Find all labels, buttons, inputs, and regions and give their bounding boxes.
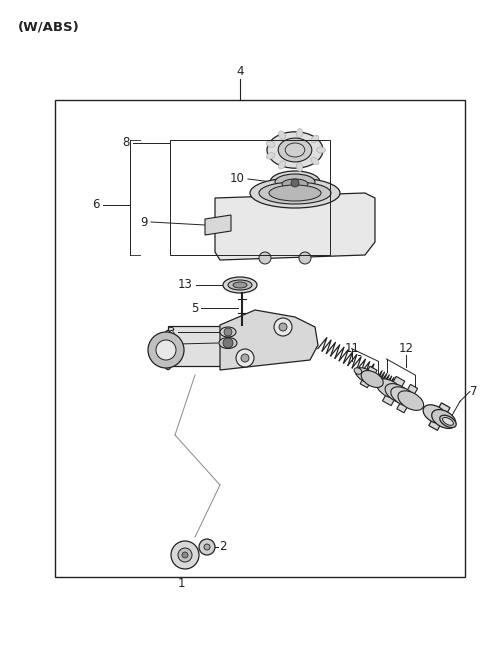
Ellipse shape	[385, 384, 411, 403]
Circle shape	[224, 328, 232, 336]
Circle shape	[241, 354, 249, 362]
Text: 6: 6	[93, 198, 100, 212]
Circle shape	[259, 252, 271, 264]
Ellipse shape	[316, 147, 325, 153]
Text: 11: 11	[345, 342, 360, 354]
Text: 10: 10	[230, 172, 245, 185]
Ellipse shape	[278, 138, 312, 162]
Text: 8: 8	[122, 136, 130, 149]
Ellipse shape	[443, 417, 454, 425]
Ellipse shape	[311, 135, 319, 143]
Text: 2: 2	[219, 540, 227, 553]
Circle shape	[279, 323, 287, 331]
Ellipse shape	[432, 409, 456, 428]
Circle shape	[291, 179, 299, 187]
Circle shape	[223, 338, 233, 348]
Text: 4: 4	[236, 65, 244, 78]
Polygon shape	[397, 384, 418, 413]
Text: 1: 1	[177, 577, 185, 590]
Text: 5: 5	[191, 301, 198, 314]
Circle shape	[171, 541, 199, 569]
Text: 9: 9	[141, 215, 148, 229]
Ellipse shape	[440, 415, 456, 428]
Ellipse shape	[228, 280, 252, 290]
Bar	[55, 100, 465, 577]
Text: 3: 3	[168, 326, 175, 339]
Text: 7: 7	[470, 385, 478, 398]
Circle shape	[199, 539, 215, 555]
Ellipse shape	[278, 131, 286, 140]
Ellipse shape	[233, 282, 247, 288]
Bar	[170, 140, 330, 255]
Ellipse shape	[398, 391, 424, 411]
Polygon shape	[395, 388, 407, 402]
Text: 3: 3	[168, 337, 175, 350]
Ellipse shape	[356, 368, 374, 382]
Ellipse shape	[376, 379, 402, 398]
Ellipse shape	[285, 143, 305, 157]
Polygon shape	[215, 193, 375, 260]
Ellipse shape	[297, 128, 302, 138]
Ellipse shape	[269, 185, 321, 201]
Ellipse shape	[311, 157, 319, 165]
Circle shape	[156, 340, 176, 360]
Ellipse shape	[266, 141, 275, 147]
Circle shape	[236, 349, 254, 367]
Ellipse shape	[361, 371, 383, 388]
Circle shape	[274, 318, 292, 336]
Ellipse shape	[391, 387, 417, 406]
Polygon shape	[383, 377, 405, 405]
Circle shape	[299, 252, 311, 264]
Ellipse shape	[266, 153, 275, 159]
Ellipse shape	[267, 132, 323, 168]
Ellipse shape	[220, 327, 236, 337]
Ellipse shape	[259, 182, 331, 204]
Text: (W/ABS): (W/ABS)	[18, 20, 80, 33]
Ellipse shape	[250, 178, 340, 208]
Text: 13: 13	[178, 278, 193, 291]
Circle shape	[182, 552, 188, 558]
Ellipse shape	[223, 277, 257, 293]
Polygon shape	[429, 403, 450, 430]
Circle shape	[148, 332, 184, 368]
Ellipse shape	[354, 367, 362, 374]
Circle shape	[204, 544, 210, 550]
Polygon shape	[356, 367, 369, 379]
Bar	[168, 326, 223, 366]
Ellipse shape	[162, 330, 174, 369]
Circle shape	[178, 548, 192, 562]
Ellipse shape	[423, 405, 447, 424]
Polygon shape	[360, 366, 377, 388]
Polygon shape	[220, 310, 318, 370]
Ellipse shape	[270, 171, 320, 193]
Ellipse shape	[278, 160, 286, 169]
Ellipse shape	[219, 337, 237, 348]
Polygon shape	[205, 215, 231, 235]
Ellipse shape	[275, 174, 315, 190]
Text: 12: 12	[398, 342, 413, 355]
Ellipse shape	[297, 162, 302, 172]
Ellipse shape	[282, 179, 308, 189]
